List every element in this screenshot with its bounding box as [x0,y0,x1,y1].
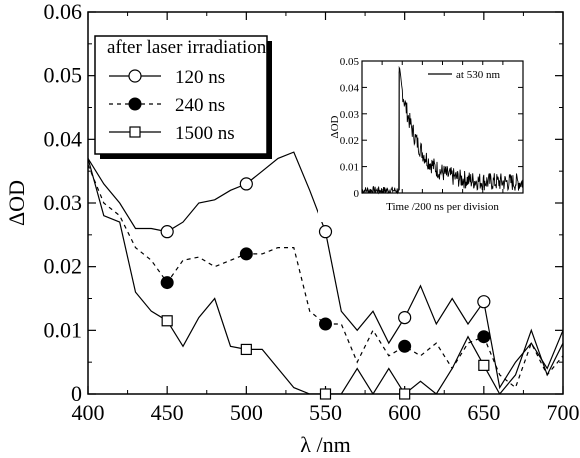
series-marker-2 [161,315,173,327]
y-tick-label: 0.04 [44,126,83,151]
series-marker-1 [319,317,332,331]
legend-label-2: 1500 ns [175,123,235,144]
x-tick-label: 600 [388,400,421,425]
inset-y-tick-label: 0.05 [340,56,360,68]
inset-y-tick-label: 0.02 [340,135,359,147]
series-marker-1 [398,339,412,353]
y-tick-label: 0.02 [44,254,83,279]
inset-y-axis-title: ΔOD [329,115,341,138]
series-marker-2 [399,388,411,400]
y-tick-label: 0.03 [44,190,83,215]
x-tick-label: 650 [467,400,500,425]
y-tick-label: 0.01 [44,317,83,342]
legend-label-1: 240 ns [175,95,225,116]
legend-marker-2 [129,126,141,138]
inset-y-tick-label: 0.04 [340,82,360,94]
series-marker-0 [477,295,491,309]
x-axis-title: λ /nm [300,432,350,457]
y-tick-label: 0 [71,381,82,406]
inset-x-axis-title: Time /200 ns per division [386,201,499,213]
series-marker-1 [160,276,174,290]
legend-label-0: 120 ns [175,67,225,88]
x-tick-label: 700 [547,400,580,425]
inset-y-tick-label: 0 [354,188,360,200]
series-marker-0 [160,225,174,239]
main-plot: 400 450 500 550 600 650 700 0 0.01 0.02 0.03 0.04 0.… [4,0,580,457]
series-marker-0 [318,225,333,239]
series-marker-1 [239,247,253,261]
inset-y-tick-label: 0.01 [340,162,359,174]
inset-trace [361,65,524,195]
x-tick-label: 400 [72,400,105,425]
legend-marker-1 [128,97,142,111]
series-marker-2 [240,343,252,356]
inset-plot: 0 0.01 0.02 0.03 0.04 0.05 Time /200 ns per di… [318,50,538,222]
x-tick-label: 550 [309,400,342,425]
y-tick-label: 0.06 [44,0,83,24]
y-axis-title: ΔOD [4,180,29,226]
series-marker-0 [398,311,412,325]
legend-box [94,35,268,155]
inset-y-tick-label: 0.03 [340,109,360,121]
x-tick-label: 450 [151,400,184,425]
x-tick-label: 500 [230,400,263,425]
series-marker-2 [319,388,332,400]
legend: 120 ns 240 ns 1500 ns [94,35,272,159]
inset-legend-label: at 530 nm [456,69,500,81]
series-marker-0 [239,177,253,191]
series-marker-1 [477,330,491,344]
legend-title: after laser irradiation [107,37,267,58]
series-marker-2 [478,359,490,371]
legend-marker-0 [128,69,142,83]
y-tick-label: 0.05 [44,63,83,88]
